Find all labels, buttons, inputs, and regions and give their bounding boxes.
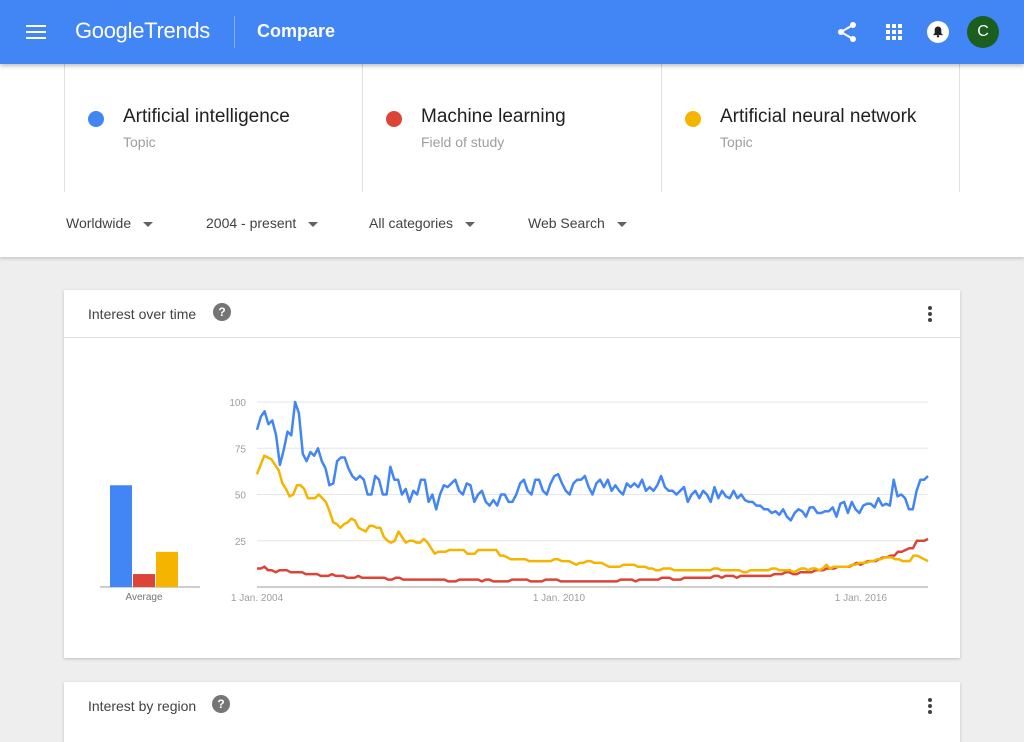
page-title: Compare	[257, 21, 336, 41]
region-dropdown[interactable]: Worldwide	[66, 215, 154, 231]
region-value: Worldwide	[66, 215, 132, 231]
dropdown-arrow-icon	[308, 221, 319, 227]
term-card-3[interactable]: Artificial neural network Topic	[661, 64, 960, 192]
top-app-bar: GoogleTrends Compare C	[0, 0, 1024, 64]
term-color-dot	[685, 111, 701, 127]
category-dropdown[interactable]: All categories	[369, 215, 476, 231]
account-avatar[interactable]: C	[967, 16, 999, 48]
y-tick-label: 75	[235, 444, 247, 455]
apps-grid-icon[interactable]	[882, 20, 906, 44]
filter-bar: Worldwide 2004 - present All categories …	[0, 193, 1024, 257]
term-name: Machine learning	[421, 106, 566, 127]
google-trends-logo[interactable]: GoogleTrends	[75, 18, 210, 44]
series-line[interactable]	[257, 537, 929, 583]
average-bar[interactable]	[133, 574, 155, 587]
dropdown-arrow-icon	[616, 221, 627, 227]
logo-google-text: Google	[75, 18, 145, 43]
menu-icon[interactable]	[22, 18, 50, 46]
dropdown-arrow-icon	[465, 221, 476, 227]
time-range-dropdown[interactable]: 2004 - present	[206, 215, 319, 231]
interest-chart: 25 50 75 100 1 Jan. 2004 1 Jan. 2010 1 Jan. 20…	[64, 338, 960, 658]
term-name: Artificial neural network	[720, 106, 917, 127]
share-icon[interactable]	[835, 20, 859, 44]
more-options-icon[interactable]	[922, 304, 938, 324]
help-icon[interactable]: ?	[213, 303, 231, 321]
term-type: Topic	[123, 134, 156, 150]
y-tick-label: 50	[235, 491, 247, 502]
notifications-icon[interactable]	[926, 20, 950, 44]
time-range-value: 2004 - present	[206, 215, 297, 231]
y-tick-label: 100	[229, 398, 246, 409]
average-bar[interactable]	[156, 551, 178, 587]
x-tick-label: 1 Jan. 2016	[835, 593, 888, 604]
card-header: Interest by region ?	[64, 682, 960, 729]
x-tick-label: 1 Jan. 2010	[533, 593, 586, 604]
term-color-dot	[386, 111, 402, 127]
interest-by-region-card: Interest by region ?	[64, 682, 960, 742]
term-color-dot	[88, 111, 104, 127]
term-type: Topic	[720, 134, 753, 150]
average-bar[interactable]	[110, 485, 132, 587]
series-line[interactable]	[255, 454, 929, 574]
header-divider	[234, 16, 235, 48]
term-name: Artificial intelligence	[123, 106, 290, 127]
card-header: Interest over time ?	[64, 290, 960, 338]
interest-over-time-card: Interest over time ? 25 50 75 100 1 Jan. 200…	[64, 290, 960, 658]
search-type-value: Web Search	[528, 215, 605, 231]
search-type-dropdown[interactable]: Web Search	[528, 215, 627, 231]
logo-trends-text: Trends	[144, 18, 211, 43]
comparison-terms: Artificial intelligence Topic Machine le…	[0, 64, 1024, 194]
chart-svg: 25 50 75 100 1 Jan. 2004 1 Jan. 2010 1 Jan. 20…	[100, 398, 929, 604]
help-icon[interactable]: ?	[212, 695, 230, 713]
y-tick-label: 25	[235, 537, 247, 548]
term-card-1[interactable]: Artificial intelligence Topic	[64, 64, 362, 192]
more-options-icon[interactable]	[922, 696, 938, 716]
card-title: Interest over time	[88, 306, 197, 322]
category-value: All categories	[369, 215, 454, 231]
term-card-2[interactable]: Machine learning Field of study	[362, 64, 660, 192]
term-type: Field of study	[421, 134, 505, 150]
series-line[interactable]	[255, 400, 929, 522]
average-label: Average	[125, 592, 163, 603]
card-title: Interest by region	[88, 698, 197, 714]
x-tick-label: 1 Jan. 2004	[231, 593, 284, 604]
dropdown-arrow-icon	[143, 221, 154, 227]
